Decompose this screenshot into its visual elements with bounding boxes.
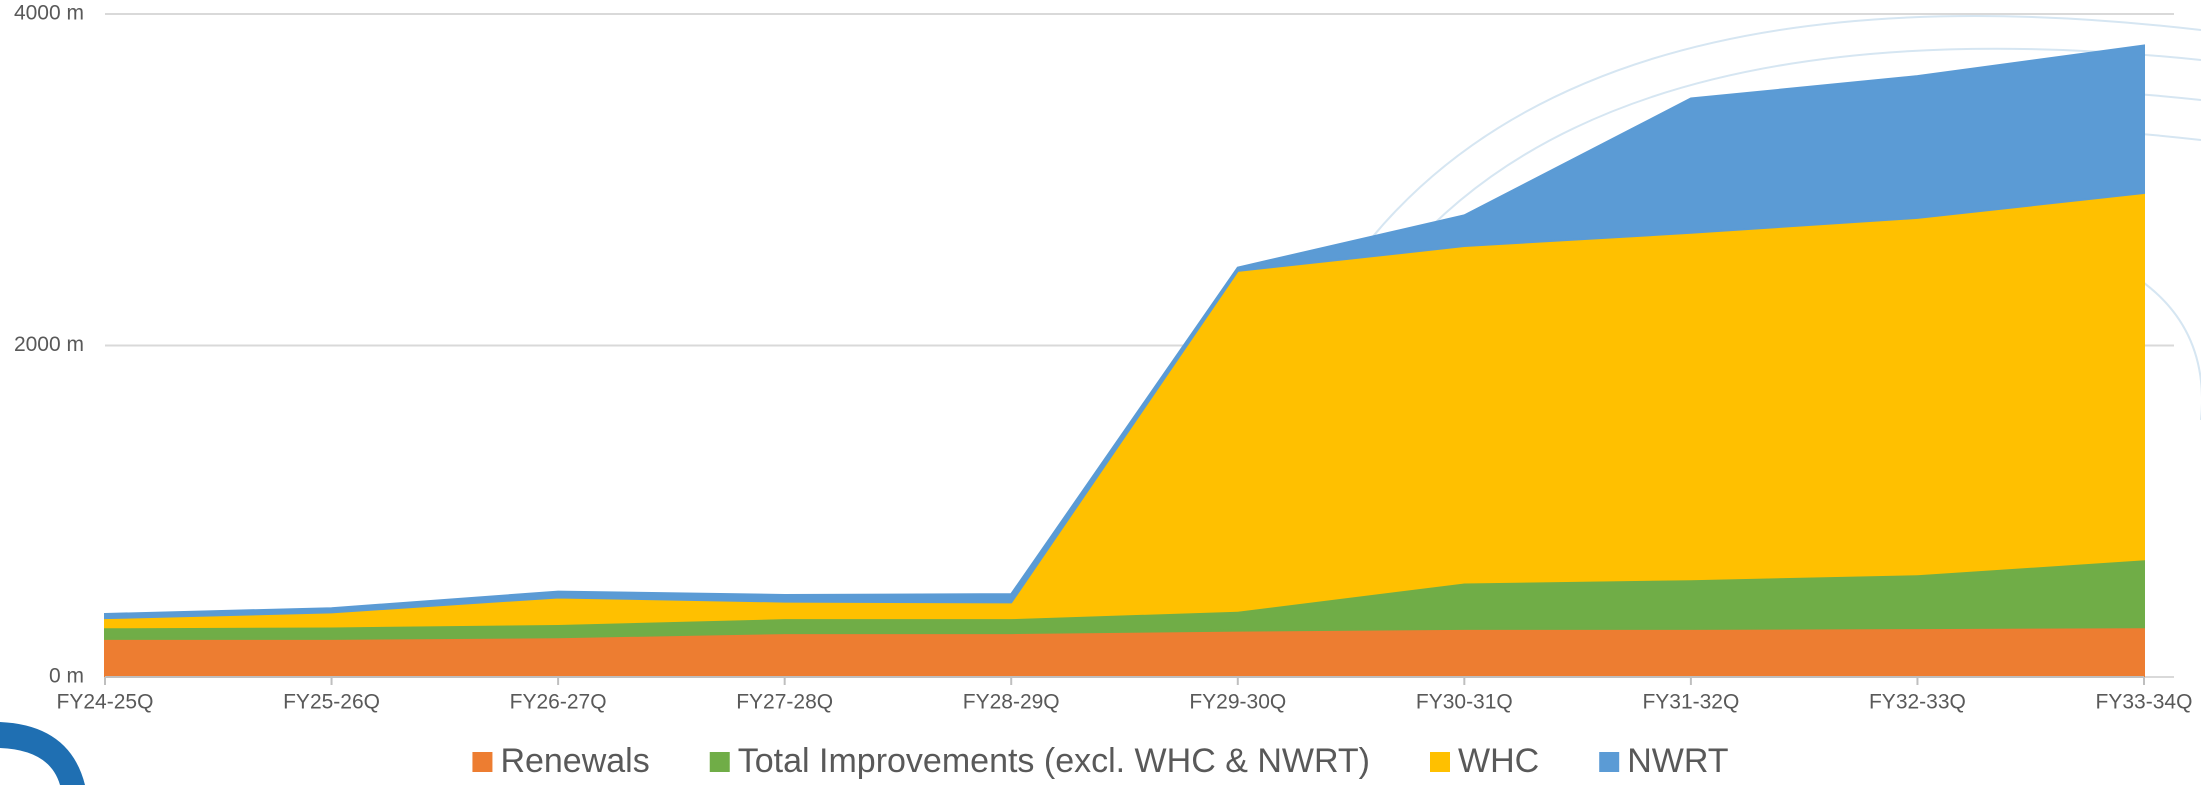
legend-label: Renewals: [500, 742, 649, 780]
legend-swatch: [1430, 752, 1450, 772]
x-tick-label: FY32-33Q: [1869, 691, 1966, 714]
y-tick-label: 4000 m: [14, 2, 84, 25]
x-tick-label: FY31-32Q: [1642, 691, 1739, 714]
legend-label: WHC: [1458, 742, 1539, 780]
x-tick-label: FY28-29Q: [963, 691, 1060, 714]
area: [105, 193, 2144, 627]
legend-swatch: [1599, 752, 1619, 772]
x-tick-label: FY26-27Q: [510, 691, 607, 714]
x-tick-label: FY24-25Q: [57, 691, 154, 714]
x-tick-label: FY29-30Q: [1189, 691, 1286, 714]
legend-swatch: [710, 752, 730, 772]
chart: 0 m 2000 m 4000 m FY24-25Q FY25-26Q FY26-27Q F…: [0, 0, 2201, 785]
legend-swatch: [472, 752, 492, 772]
y-tick-label: 2000 m: [14, 333, 84, 356]
legend-label: Total Improvements (excl. WHC & NWRT): [738, 742, 1370, 780]
logo: [0, 722, 85, 785]
page: {"chart_data": {"type": "stacked_area", …: [0, 0, 2201, 785]
legend: Renewals Total Improvements (excl. WHC & …: [472, 742, 1728, 780]
x-tick-label: FY30-31Q: [1416, 691, 1513, 714]
x-tick-label: FY33-34Q: [2096, 691, 2193, 714]
x-tick-label: FY25-26Q: [283, 691, 380, 714]
legend-label: NWRT: [1627, 742, 1728, 780]
y-tick-label: 0 m: [49, 665, 84, 688]
x-tick-label: FY27-28Q: [736, 691, 833, 714]
